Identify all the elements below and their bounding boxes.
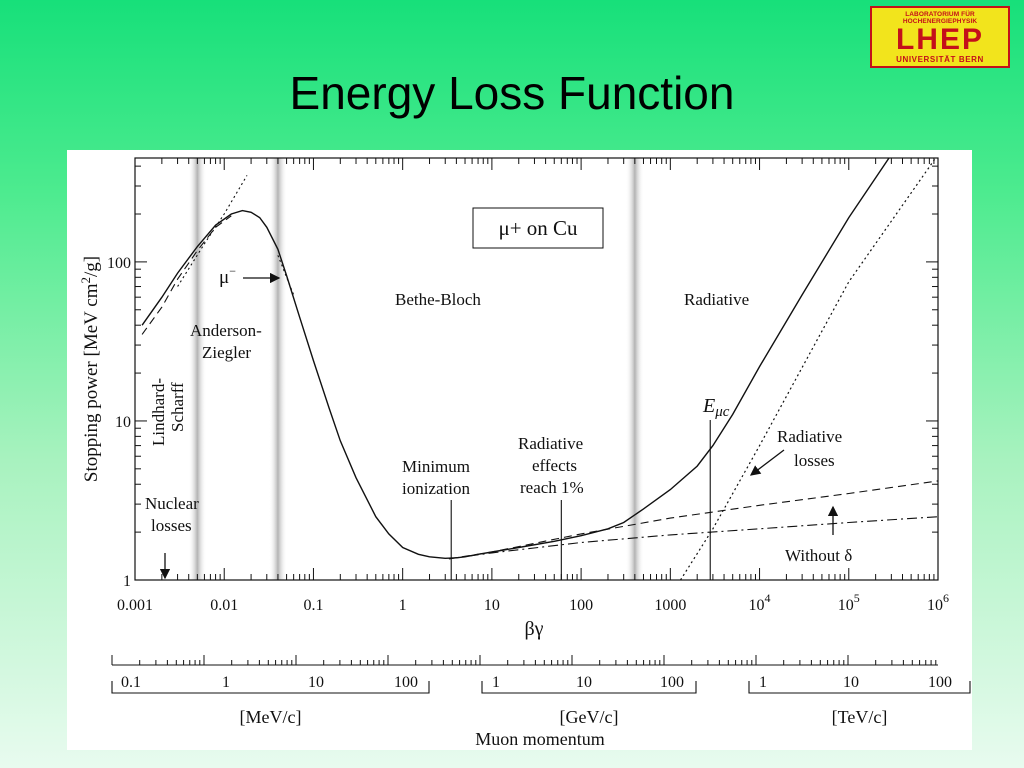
legend-box-label: μ+ on Cu [498,216,578,240]
legend-box [472,207,604,249]
region-band-1 [268,158,287,580]
annotation-radiative: Radiative [518,434,583,453]
ionization-with-delta-curve [448,480,938,560]
annotation-ionization: ionization [402,479,470,498]
annotation-reach: reach 1% [520,478,584,497]
slide-title: Energy Loss Function [289,67,735,119]
annotation-effects: effects [532,456,577,475]
x-tick-label: 0.01 [210,597,238,614]
momentum-tick-label: 1 [492,674,500,691]
region-label-ziegler: Ziegler [202,343,251,362]
ionization-without-delta-curve [448,516,938,560]
x-tick-label: 104 [749,591,771,614]
x-tick-label: 100 [569,597,593,614]
x-tick-label: 1000 [654,597,686,614]
x-tick-label: 1 [399,597,407,614]
momentum-unit-label: [MeV/c] [240,707,302,727]
momentum-tick-label: 100 [394,674,418,691]
region-label-radiative: Radiative [684,290,749,309]
radiative-losses-curve [679,158,937,580]
region-label-scharff: Scharff [168,382,187,432]
momentum-tick-label: 100 [660,674,684,691]
annotation-minimum: Minimum [402,457,470,476]
momentum-bracket [748,681,971,694]
low-energy-extrapolation-curve [177,175,248,287]
y-tick-label: 10 [115,414,131,431]
momentum-unit-label: [GeV/c] [560,707,619,727]
momentum-tick-label: 10 [843,674,859,691]
momentum-tick-label: 10 [308,674,324,691]
region-band-2 [625,158,644,580]
momentum-tick-label: 1 [222,674,230,691]
energy-loss-chart: 0.001 0.01 0.1 1 10 100 1000 104 105 106 1 10 100 St… [78,157,971,749]
momentum-bracket [481,681,697,694]
momentum-bracket [111,681,430,694]
momentum-tick-label: 10 [576,674,592,691]
momentum-tick-label: 100 [928,674,952,691]
y-tick-label: 100 [107,255,131,272]
region-label-lindhard: Lindhard- [149,378,168,446]
x-tick-label: 0.1 [303,597,323,614]
region-label-bethe-bloch: Bethe-Bloch [395,290,481,309]
annotation-radiative-losses-2: losses [794,451,835,470]
annotation-radiative-losses-1: Radiative [777,427,842,446]
logo-bottom-text: UNIVERSITÄT BERN [896,55,984,64]
lhep-logo: LABORATORIUM FÜR HOCHENERGIEPHYSIK LHEP … [870,6,1010,68]
y-tick-label: 1 [123,573,131,590]
x-tick-label: 106 [927,591,949,614]
momentum-tick-label: 1 [759,674,767,691]
emuc-label: Eμc [702,395,730,420]
mu-minus-curve [277,255,295,296]
x-tick-label: 105 [838,591,860,614]
chart-panel: 0.001 0.01 0.1 1 10 100 1000 104 105 106 1 10 100 St… [67,150,972,750]
annotation-nuclear: Nuclear [145,494,199,513]
radiative-losses-arrow [749,449,785,476]
logo-main-text: LHEP [895,23,984,56]
mu-minus-label: μ− [219,264,236,288]
plot-frame [134,157,939,581]
x-tick-label: 0.001 [117,597,153,614]
logo-top-text: LABORATORIUM FÜR HOCHENERGIEPHYSIK [902,11,978,25]
y-axis-label: Stopping power [MeV cm2/g] [78,256,102,482]
region-band-0 [188,158,207,580]
momentum-tick-label: 0.1 [121,674,141,691]
annotation-losses: losses [151,516,192,535]
momentum-axis-label: Muon momentum [475,729,605,749]
annotation-without-delta: Without δ [785,546,852,565]
x-axis-label: βγ [524,618,543,640]
total-stopping-power-curve [141,158,890,560]
region-label-anderson: Anderson- [190,321,262,340]
momentum-unit-label: [TeV/c] [832,707,888,727]
lindhard-scharff-curve [141,215,232,335]
x-tick-label: 10 [484,597,500,614]
